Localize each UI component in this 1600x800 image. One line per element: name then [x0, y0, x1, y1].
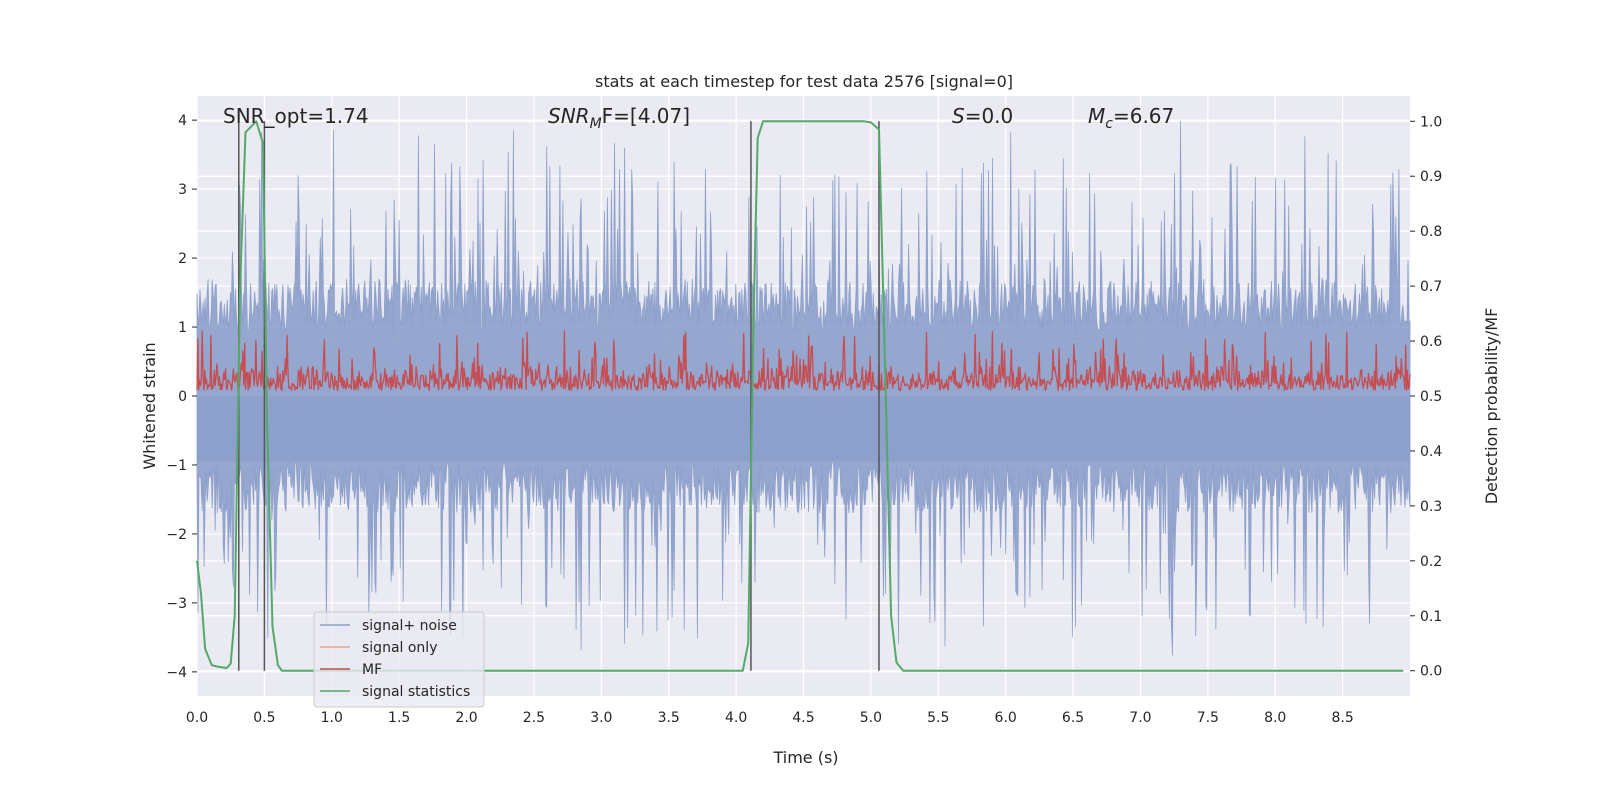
- series-signal-noise-core: [197, 396, 1410, 462]
- x-axis-label: Time (s): [772, 748, 838, 767]
- mc-annotation: Mc=6.67: [1088, 104, 1174, 132]
- chart-title: stats at each timestep for test data 257…: [595, 72, 1013, 91]
- y-right-tick-label: 0.6: [1420, 334, 1442, 350]
- y-right-tick-label: 0.4: [1420, 444, 1442, 460]
- y-right-tick-label: 0.5: [1420, 389, 1442, 405]
- y-right-tick-label: 0.2: [1420, 554, 1442, 570]
- x-tick-label: 3.0: [590, 710, 612, 726]
- series-signal-noise: [196, 121, 1411, 656]
- x-tick-label: 4.0: [725, 710, 747, 726]
- x-tick-label: 7.5: [1197, 710, 1219, 726]
- x-tick-label: 8.5: [1331, 710, 1353, 726]
- snr-mf-annotation: SNRMF=[4.07]: [548, 104, 690, 132]
- y-axis-label: Whitened strain: [140, 342, 159, 469]
- s-rest: =0.0: [965, 104, 1014, 128]
- x-tick-label: 5.0: [860, 710, 882, 726]
- x-tick-label: 2.0: [455, 710, 477, 726]
- x-tick-label: 3.5: [658, 710, 680, 726]
- mc-rest: =6.67: [1113, 104, 1174, 128]
- legend-box: [313, 611, 485, 708]
- x-tick-label: 4.5: [792, 710, 814, 726]
- legend: signal+ noise signal only MF signal stat…: [313, 611, 485, 708]
- snr-mf-main: SNR: [548, 104, 590, 128]
- y-right-tick-label: 0.7: [1420, 279, 1442, 295]
- y-right-tick-label: 0.0: [1420, 664, 1442, 680]
- y-tick-label: 4: [178, 113, 187, 129]
- vertical-markers: [196, 120, 1404, 672]
- snr-opt-annotation: SNR_opt=1.74: [223, 104, 369, 128]
- x-tick-label: 2.5: [523, 710, 545, 726]
- s-annotation: S=0.0: [952, 104, 1013, 128]
- y-tick-label: 0: [178, 389, 187, 405]
- mc-main: M: [1088, 104, 1105, 128]
- snr-mf-sub: M: [590, 116, 602, 132]
- legend-label-signal-only: signal only: [362, 640, 437, 656]
- y-tick-label: 3: [178, 182, 187, 198]
- x-tick-label: 6.5: [1062, 710, 1084, 726]
- mc-sub: c: [1105, 116, 1113, 132]
- snr-mf-rest: F=[4.07]: [602, 104, 690, 128]
- s-main: S: [952, 104, 965, 128]
- y-tick-label: −4: [166, 665, 187, 681]
- x-tick-label: 1.5: [388, 710, 410, 726]
- y-right-tick-label: 0.3: [1420, 499, 1442, 515]
- y-tick-label: −2: [166, 527, 187, 543]
- x-tick-label: 0.0: [186, 710, 208, 726]
- y-tick-label: 1: [178, 320, 187, 336]
- x-tick-label: 8.0: [1264, 710, 1286, 726]
- y-tick-label: −3: [166, 596, 187, 612]
- legend-label-signal-statistics: signal statistics: [362, 684, 470, 700]
- y-right-tick-label: 0.1: [1420, 609, 1442, 625]
- y-tick-label: 2: [178, 251, 187, 267]
- y-axis-label-right: Detection probability/MF: [1482, 308, 1501, 505]
- x-tick-label: 1.0: [321, 710, 343, 726]
- x-tick-label: 7.0: [1129, 710, 1151, 726]
- legend-label-signal-noise: signal+ noise: [362, 618, 457, 634]
- y-right-tick-label: 0.9: [1420, 169, 1442, 185]
- plot-area: [196, 121, 1411, 656]
- y-right-tick-label: 0.8: [1420, 224, 1442, 240]
- x-tick-label: 0.5: [253, 710, 275, 726]
- y-right-tick-label: 1.0: [1420, 114, 1442, 130]
- x-tick-label: 6.0: [995, 710, 1017, 726]
- series-mf: [196, 329, 1411, 392]
- x-tick-label: 5.5: [927, 710, 949, 726]
- series-signal-statistics: [196, 120, 1404, 672]
- y-tick-label: −1: [166, 458, 187, 474]
- legend-label-mf: MF: [362, 662, 382, 678]
